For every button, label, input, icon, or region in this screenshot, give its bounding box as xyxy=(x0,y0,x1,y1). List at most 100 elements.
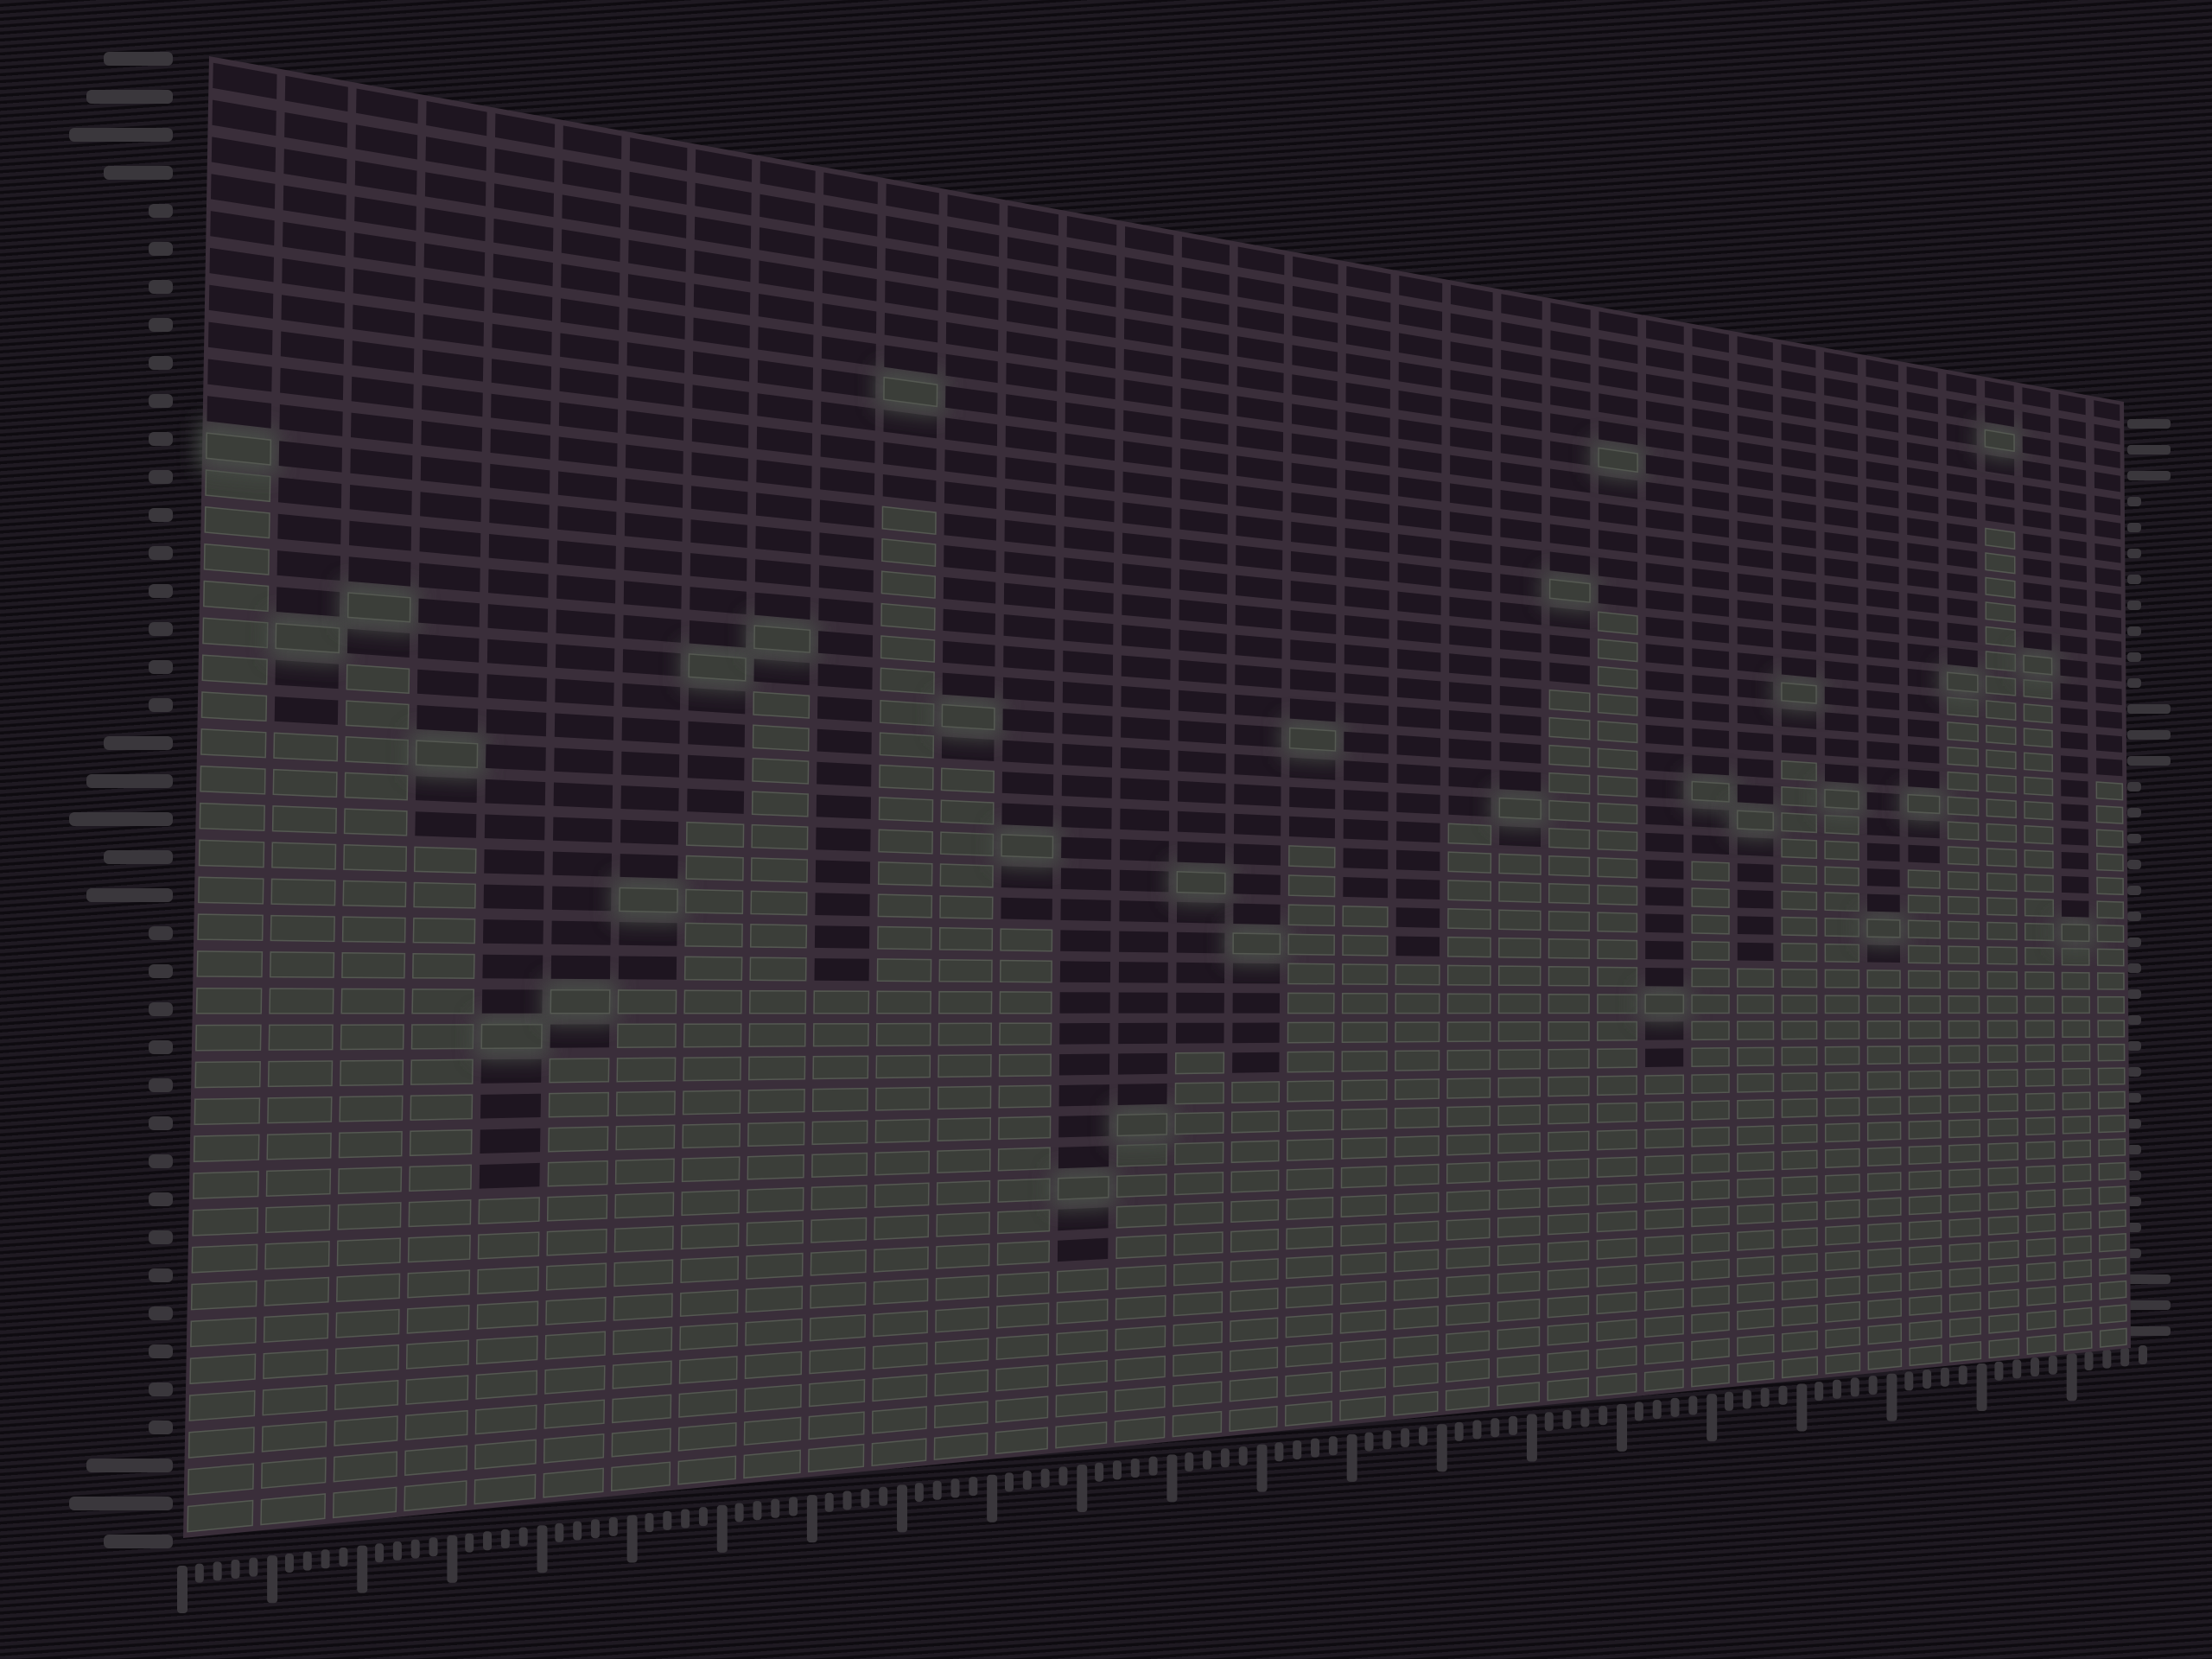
scale-tick xyxy=(249,1557,258,1577)
lit-cell xyxy=(1825,1300,1861,1323)
unlit-cell xyxy=(1063,620,1114,645)
lit-cell xyxy=(1825,1351,1861,1375)
lit-cell xyxy=(1446,1357,1491,1383)
peak-cell xyxy=(1691,780,1730,803)
lit-cell xyxy=(1287,992,1335,1014)
lit-cell xyxy=(1986,921,2018,941)
lit-cell xyxy=(1985,552,2016,575)
lit-cell xyxy=(613,1293,673,1321)
lit-cell xyxy=(1948,1267,1981,1288)
scale-tick xyxy=(1850,1377,1859,1397)
unlit-cell xyxy=(883,442,937,471)
unlit-cell xyxy=(207,396,272,429)
lit-cell xyxy=(1547,1322,1590,1346)
lit-cell xyxy=(1287,963,1335,985)
lit-cell xyxy=(1446,1217,1491,1241)
scale-tick xyxy=(1815,1382,1824,1402)
lit-cell xyxy=(1597,747,1638,771)
unlit-cell xyxy=(489,499,550,529)
lit-cell xyxy=(1548,744,1591,768)
lit-cell xyxy=(615,1090,676,1116)
lit-cell xyxy=(1691,1205,1730,1228)
lit-cell xyxy=(940,767,995,794)
lit-cell xyxy=(345,735,409,766)
scale-tick xyxy=(86,774,173,788)
scale-tick xyxy=(1976,1363,1987,1412)
unlit-cell xyxy=(1065,402,1116,430)
unlit-cell xyxy=(1907,593,1939,614)
unlit-cell xyxy=(884,313,938,343)
lit-cell xyxy=(1597,994,1638,1014)
unlit-cell xyxy=(1122,502,1172,529)
scale-tick xyxy=(789,1497,798,1516)
lit-cell xyxy=(614,1158,675,1185)
scale-tick xyxy=(2127,575,2141,584)
unlit-cell xyxy=(1060,868,1111,891)
lit-cell xyxy=(260,1493,327,1526)
lit-cell xyxy=(1908,1045,1942,1065)
unlit-cell xyxy=(1781,526,1816,549)
lit-cell xyxy=(1643,1287,1684,1312)
unlit-cell xyxy=(2023,485,2051,505)
lit-cell xyxy=(1691,861,1730,882)
unlit-cell xyxy=(1781,370,1816,394)
lit-cell xyxy=(1548,1020,1590,1042)
lit-cell xyxy=(1056,1299,1109,1325)
unlit-cell xyxy=(353,232,416,266)
lit-cell xyxy=(1230,1169,1280,1193)
scale-tick xyxy=(1580,1408,1590,1427)
lit-cell xyxy=(996,1302,1050,1329)
lit-cell xyxy=(2095,781,2124,801)
lit-cell xyxy=(1446,1161,1491,1185)
lit-cell xyxy=(872,1342,928,1370)
lit-cell xyxy=(1395,1021,1440,1043)
unlit-cell xyxy=(426,101,487,137)
lit-cell xyxy=(1737,1281,1775,1304)
unlit-cell xyxy=(624,546,683,575)
lit-cell xyxy=(677,1455,737,1485)
unlit-cell xyxy=(1947,523,1978,544)
lit-cell xyxy=(746,1219,804,1247)
lit-cell xyxy=(1866,1121,1902,1141)
lit-cell xyxy=(871,1406,927,1434)
unlit-cell xyxy=(1781,396,1816,420)
unlit-cell xyxy=(1234,784,1281,807)
unlit-cell xyxy=(553,782,613,809)
lit-cell xyxy=(995,1427,1049,1455)
unlit-cell xyxy=(1645,887,1684,906)
unlit-cell xyxy=(1066,246,1116,276)
unlit-cell xyxy=(944,449,997,478)
unlit-cell xyxy=(353,268,416,302)
lit-cell xyxy=(478,1197,540,1224)
unlit-cell xyxy=(755,493,812,522)
unlit-cell xyxy=(1906,416,1938,440)
peak-cell xyxy=(941,703,995,731)
unlit-cell xyxy=(623,581,682,609)
unlit-cell xyxy=(2023,582,2052,602)
scale-tick xyxy=(1004,1472,1014,1492)
unlit-cell xyxy=(1866,461,1899,484)
lit-cell xyxy=(2061,971,2090,990)
lit-cell xyxy=(1497,1353,1541,1378)
unlit-cell xyxy=(1232,1022,1280,1044)
scale-tick xyxy=(1346,1433,1357,1482)
unlit-cell xyxy=(2058,393,2086,416)
scale-tick xyxy=(1526,1414,1537,1462)
unlit-cell xyxy=(2095,639,2122,658)
scale-tick xyxy=(1238,1446,1248,1465)
unlit-cell xyxy=(1501,294,1542,321)
unlit-cell xyxy=(1344,556,1389,582)
lit-cell xyxy=(874,1182,930,1208)
scale-tick xyxy=(2127,549,2141,558)
lit-cell xyxy=(877,893,933,918)
unlit-cell xyxy=(1177,901,1225,924)
lit-cell xyxy=(407,1269,471,1299)
unlit-cell xyxy=(353,304,415,338)
lit-cell xyxy=(1948,1291,1981,1313)
unlit-cell xyxy=(944,545,996,572)
scale-tick xyxy=(1436,1424,1447,1472)
lit-cell xyxy=(751,823,809,850)
lit-cell xyxy=(1644,1235,1684,1257)
unlit-cell xyxy=(489,463,550,494)
lit-cell xyxy=(749,924,808,949)
